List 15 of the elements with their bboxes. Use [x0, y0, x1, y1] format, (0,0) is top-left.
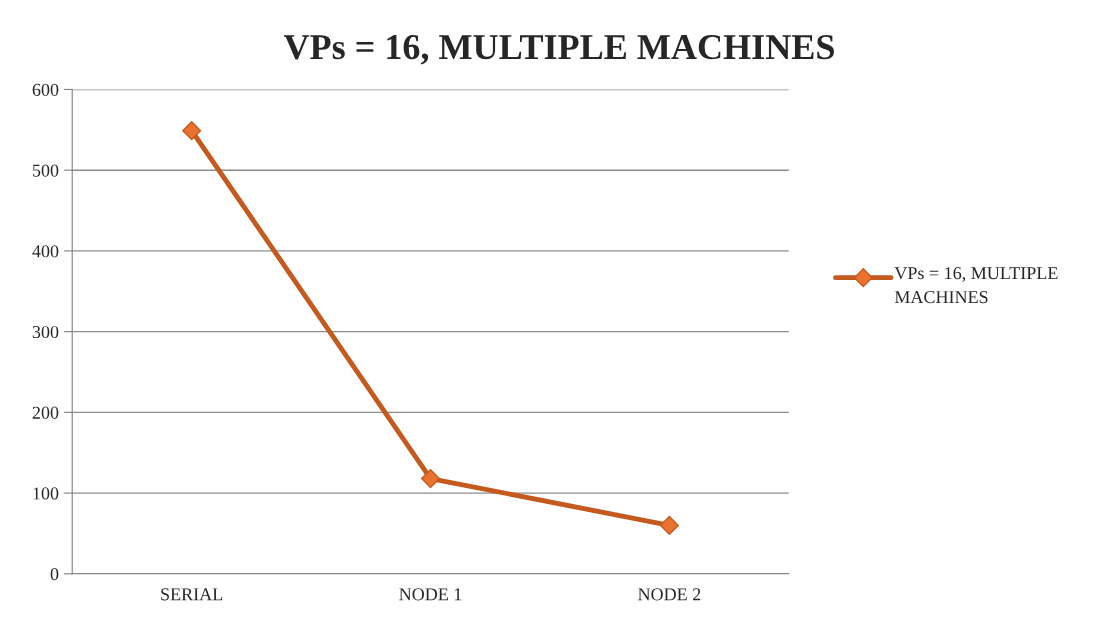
y-tick-label: 100: [33, 487, 59, 500]
point: [182, 121, 202, 141]
legend-label: VPs = 16, MULTIPLE MACHINES: [894, 267, 1058, 304]
point: [420, 469, 441, 489]
y-tick-label: 0: [50, 568, 59, 581]
y-tick-label: 300: [32, 325, 59, 339]
y-tick-label: 600: [32, 83, 59, 96]
y-tick-label: 200: [32, 406, 59, 419]
x-tick-label: SERIAL: [161, 588, 223, 601]
chart-title: VPs = 16, MULTIPLE MACHINES: [283, 35, 834, 65]
y-tick-label: 500: [32, 164, 59, 177]
y-tick-label: 400: [32, 245, 59, 258]
point: [659, 515, 679, 535]
x-tick-label: NODE 2: [638, 588, 701, 601]
x-tick-label: NODE 1: [399, 588, 462, 601]
